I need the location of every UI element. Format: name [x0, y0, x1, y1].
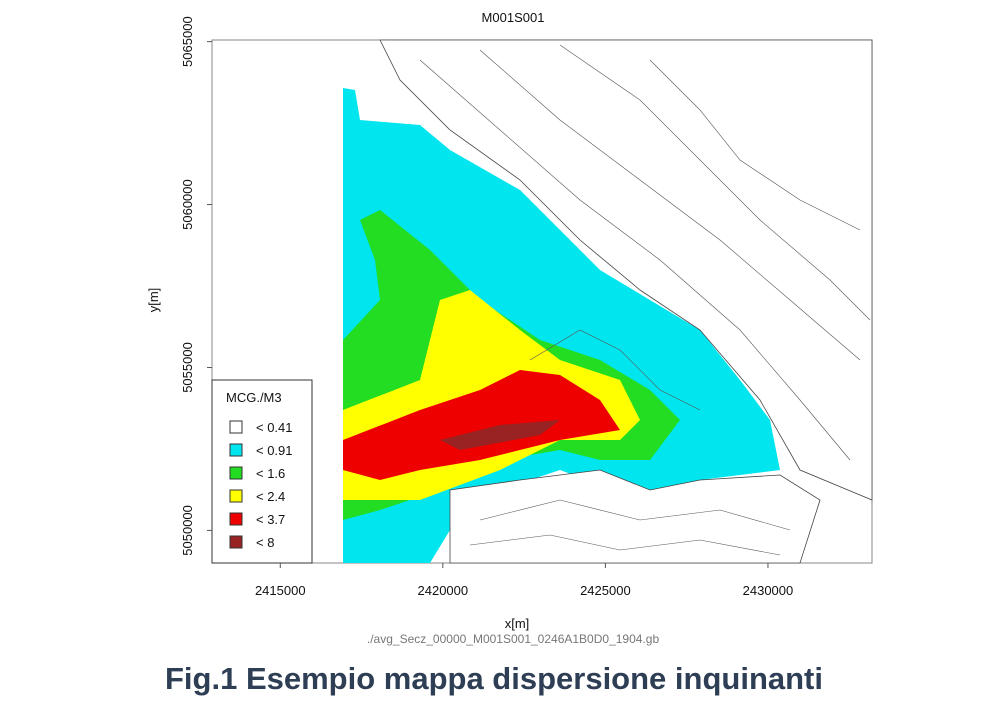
x-tick-label: 2420000 — [418, 583, 469, 598]
contour — [649, 59, 861, 231]
contour — [479, 49, 861, 361]
zone-red — [343, 370, 620, 480]
y-tick-label: 5065000 — [180, 16, 195, 67]
caption: Fig.1 Esempio mappa dispersione inquinan… — [165, 661, 823, 696]
plume — [343, 88, 780, 563]
land-north — [379, 39, 873, 501]
legend-label: < 8 — [256, 535, 274, 550]
file-name: ./avg_Secz_00000_M001S001_0246A1B0D0_190… — [367, 632, 660, 646]
legend-title: MCG./M3 — [226, 390, 282, 405]
land — [379, 39, 873, 564]
contours — [419, 44, 871, 556]
y-tick-label: 5050000 — [180, 505, 195, 556]
legend-label: < 2.4 — [256, 489, 285, 504]
plot-title: M001S001 — [482, 10, 545, 25]
zone-darkred — [440, 420, 560, 450]
y-tick-label: 5060000 — [180, 179, 195, 230]
legend-swatch — [229, 535, 243, 549]
y-tick-label: 5055000 — [180, 342, 195, 393]
legend-swatch — [229, 512, 243, 526]
legend-label: < 1.6 — [256, 466, 285, 481]
x-tick-label: 2425000 — [580, 583, 631, 598]
x-tick-label: 2415000 — [255, 583, 306, 598]
land-south — [449, 469, 821, 564]
legend-swatch — [229, 466, 243, 480]
contour — [469, 534, 781, 556]
contour — [419, 59, 851, 461]
contour — [529, 329, 701, 411]
legend-label: < 0.41 — [256, 420, 293, 435]
contour — [479, 499, 791, 531]
y-axis-label: y[m] — [146, 288, 161, 313]
legend-box — [211, 379, 313, 564]
legend-swatch — [229, 420, 243, 434]
legend-label: < 3.7 — [256, 512, 285, 527]
legend-swatch — [229, 443, 243, 457]
x-axis-label: x[m] — [505, 616, 530, 631]
legend-swatch — [229, 489, 243, 503]
contour — [559, 44, 871, 321]
x-tick-label: 2430000 — [743, 583, 794, 598]
legend-label: < 0.91 — [256, 443, 293, 458]
